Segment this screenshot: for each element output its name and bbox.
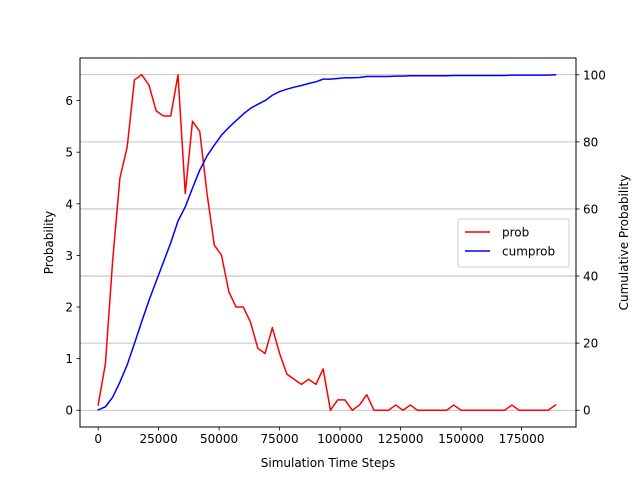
series-lines: [97, 73, 557, 411]
legend-box: [457, 218, 570, 268]
y-tick-label-5: 5: [65, 146, 73, 160]
y-tick-label-4: 4: [65, 197, 73, 211]
y-tick-label-2: 2: [65, 301, 73, 315]
y-axis-right: 0 20 40 60 80 100: [576, 68, 606, 418]
x-tick-label-7: 175000: [499, 432, 545, 446]
y2-tick-label-2: 40: [583, 270, 598, 284]
y2-axis-title: Cumulative Probability: [617, 175, 631, 311]
y-axis-title: Probability: [42, 211, 56, 274]
series-line-cumprob: [97, 73, 557, 411]
x-tick-label-0: 0: [94, 432, 102, 446]
y2-tick-label-1: 20: [583, 337, 598, 351]
y2-tick-label-5: 100: [583, 68, 606, 82]
legend-label-prob: prob: [502, 226, 529, 240]
y-tick-label-1: 1: [65, 352, 73, 366]
x-axis-title: Simulation Time Steps: [261, 456, 396, 470]
x-tick-label-4: 100000: [317, 432, 363, 446]
x-tick-label-6: 150000: [438, 432, 484, 446]
y2-tick-label-0: 0: [583, 404, 591, 418]
x-axis: 0 25000 50000 75000 100000 125000 150000 175000: [94, 427, 544, 446]
y-tick-label-3: 3: [65, 249, 73, 263]
y-tick-label-0: 0: [65, 404, 73, 418]
x-tick-label-1: 25000: [140, 432, 178, 446]
y-tick-label-6: 6: [65, 94, 73, 108]
legend-label-cumprob: cumprob: [502, 245, 555, 259]
y-axis-left: 0 1 2 3 4 5 6: [65, 94, 80, 418]
x-tick-label-2: 50000: [200, 432, 238, 446]
y2-tick-label-4: 80: [583, 135, 598, 149]
plot-frame: [79, 57, 577, 428]
legend: prob cumprob: [457, 218, 570, 268]
x-tick-label-3: 75000: [261, 432, 299, 446]
x-tick-label-5: 125000: [378, 432, 424, 446]
y2-tick-label-3: 60: [583, 202, 598, 216]
series-line-prob: [97, 74, 557, 411]
